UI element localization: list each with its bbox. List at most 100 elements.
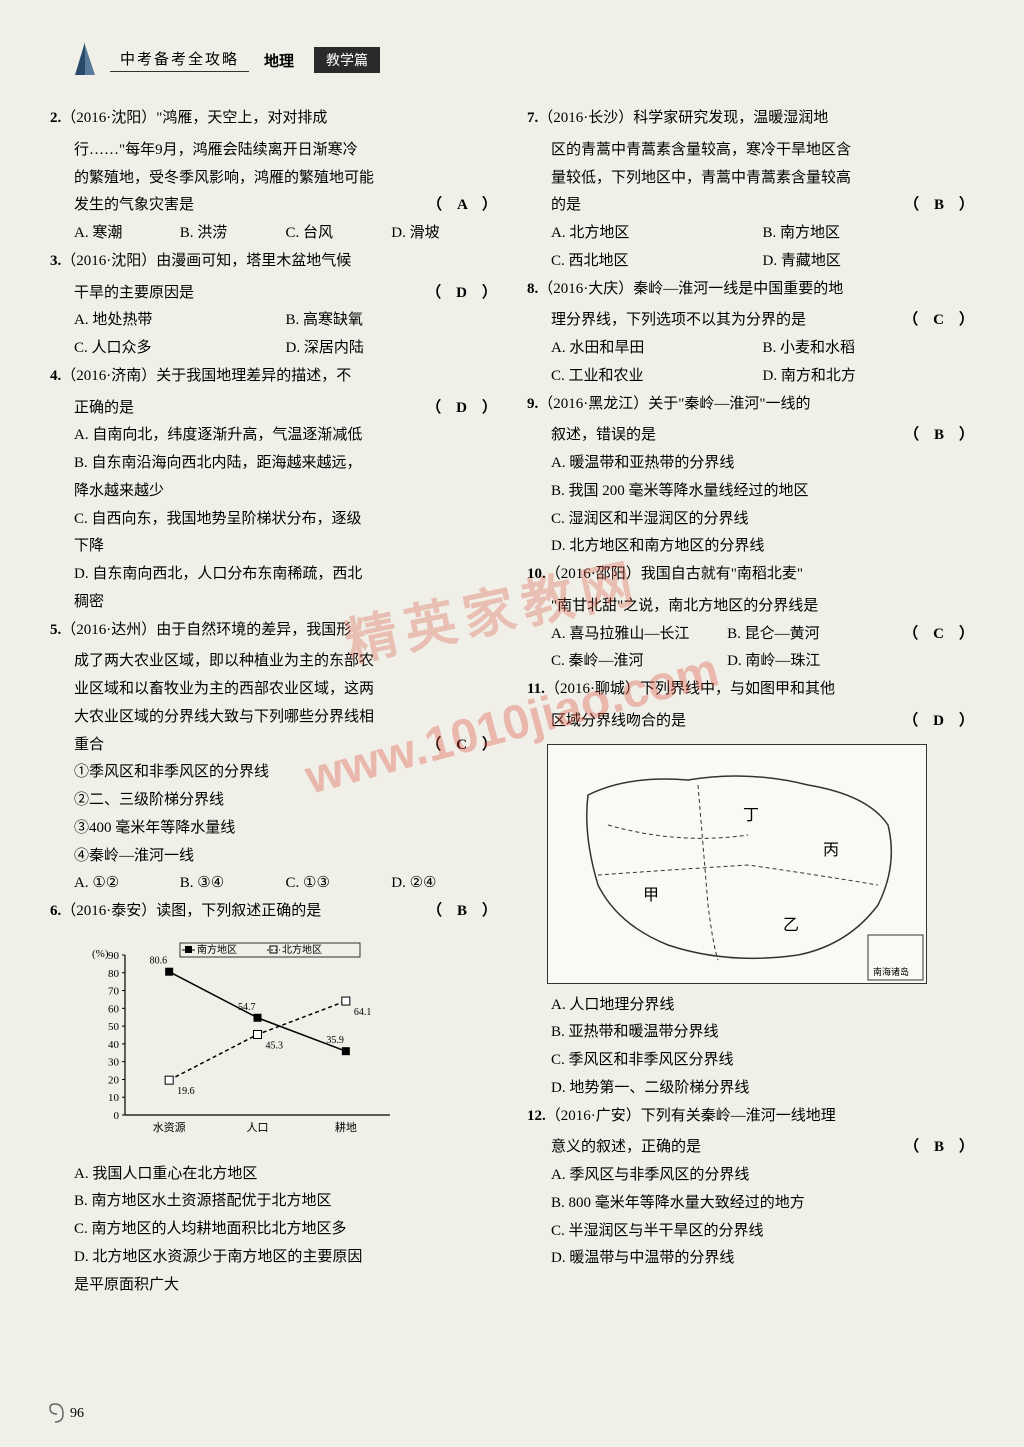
- china-map: 丁 丙 甲 乙 南海诸岛: [547, 744, 927, 984]
- q-text: 正确的是: [74, 400, 134, 416]
- q-text: 关于"秦岭—淮河"一线的: [648, 396, 810, 412]
- q-text: 干旱的主要原因是: [74, 285, 194, 301]
- question-12: 12.（2016·广安）下列有关秦岭—淮河一线地理: [527, 1103, 974, 1131]
- sub-option: ③400 毫米年等降水量线: [50, 815, 497, 843]
- option: A. 寒潮: [74, 220, 180, 248]
- q-text: 重合: [74, 737, 104, 753]
- option: A. 地处热带: [74, 307, 286, 335]
- sail-icon: [70, 40, 100, 80]
- q-cont: 理分界线，下列选项不以其为分界的是（ C ）: [527, 307, 974, 335]
- map-label: 甲: [643, 887, 659, 904]
- option: A. 北方地区: [551, 220, 763, 248]
- option: C. 自西向东，我国地势呈阶梯状分布，逐级: [50, 506, 497, 534]
- q-cont: 意义的叙述，正确的是 （ B ）: [527, 1134, 974, 1162]
- option: C. 南方地区的人均耕地面积比北方地区多: [50, 1216, 497, 1244]
- q-cont: 业区域和以畜牧业为主的西部农业区域，这两: [50, 676, 497, 704]
- q-number: 2.: [50, 110, 61, 126]
- svg-text:水资源: 水资源: [153, 1120, 186, 1134]
- q-source: （2016·泰安）: [61, 903, 156, 919]
- q-number: 3.: [50, 253, 61, 269]
- q-text: 读图，下列叙述正确的是: [156, 903, 321, 919]
- q-text: 关于我国地理差异的描述，不: [156, 368, 351, 384]
- option: B. 自东南沿海向西北内陆，距海越来越远，: [50, 450, 497, 478]
- svg-text:35.9: 35.9: [326, 1035, 344, 1046]
- option: A. 人口地理分界线: [527, 992, 974, 1020]
- svg-text:南方地区: 南方地区: [197, 943, 237, 956]
- q-text: 由于自然环境的差异，我国形: [156, 622, 351, 638]
- q-text: 发生的气象灾害是: [74, 197, 194, 213]
- option: D. 南岭—珠江: [727, 648, 903, 676]
- option: A. ①②: [74, 870, 180, 898]
- option: D. 深居内陆: [286, 335, 498, 363]
- svg-text:50: 50: [108, 1021, 120, 1033]
- question-9: 9.（2016·黑龙江）关于"秦岭—淮河"一线的: [527, 391, 974, 419]
- q-source: （2016·沈阳）: [61, 253, 156, 269]
- sub-option: ②二、三级阶梯分界线: [50, 787, 497, 815]
- sub-option: ①季风区和非季风区的分界线: [50, 759, 497, 787]
- option: A. 喜马拉雅山—长江: [551, 621, 727, 649]
- question-4: 4.（2016·济南）关于我国地理差异的描述，不: [50, 363, 497, 391]
- svg-text:64.1: 64.1: [354, 1007, 372, 1018]
- q-text: 意义的叙述，正确的是: [551, 1139, 701, 1155]
- header-subject: 地理: [264, 50, 294, 71]
- page-header: 中考备考全攻略 地理 教学篇: [50, 40, 974, 80]
- q-cont: 的繁殖地，受冬季风影响，鸿雁的繁殖地可能: [50, 165, 497, 193]
- q-cont: 正确的是 （ D ）: [50, 395, 497, 423]
- option: A. 暖温带和亚热带的分界线: [527, 450, 974, 478]
- q-number: 4.: [50, 368, 61, 384]
- svg-text:90: 90: [108, 950, 120, 962]
- option: C. 西北地区: [551, 248, 763, 276]
- svg-text:40: 40: [108, 1039, 120, 1051]
- answer: （ A ）: [427, 192, 497, 220]
- question-6: 6.（2016·泰安）读图，下列叙述正确的是（ B ）: [50, 898, 497, 926]
- svg-text:45.3: 45.3: [266, 1040, 284, 1051]
- option: A. 水田和旱田: [551, 335, 763, 363]
- q-text: 区域分界线吻合的是: [551, 713, 686, 729]
- q-source: （2016·邵阳）: [546, 566, 641, 582]
- answer: （ D ）: [426, 395, 497, 423]
- left-column: 2.（2016·沈阳）"鸿雁，天空上，对对排成 行……"每年9月，鸿雁会陆续离开…: [50, 105, 497, 1299]
- option: D. 南方和北方: [763, 363, 975, 391]
- line-chart: 0102030405060708090(%)水资源人口耕地南方地区北方地区80.…: [80, 940, 400, 1140]
- question-8: 8.（2016·大庆）秦岭—淮河一线是中国重要的地: [527, 276, 974, 304]
- svg-text:80: 80: [108, 968, 120, 980]
- svg-text:0: 0: [114, 1110, 120, 1122]
- q-text: 我国自古就有"南稻北麦": [641, 566, 803, 582]
- option: B. 高寒缺氧: [286, 307, 498, 335]
- answer: （ D ）: [903, 708, 974, 736]
- q-text: 下列界线中，与如图甲和其他: [640, 681, 835, 697]
- option: D. 北方地区和南方地区的分界线: [527, 533, 974, 561]
- option: B. 洪涝: [180, 220, 286, 248]
- map-label: 丁: [743, 807, 759, 824]
- q-number: 12.: [527, 1108, 546, 1124]
- option: B. 亚热带和暖温带分界线: [527, 1019, 974, 1047]
- content-area: 2.（2016·沈阳）"鸿雁，天空上，对对排成 行……"每年9月，鸿雁会陆续离开…: [50, 105, 974, 1299]
- map-label: 乙: [783, 917, 799, 934]
- q-number: 10.: [527, 566, 546, 582]
- option: C. 工业和农业: [551, 363, 763, 391]
- option: B. 我国 200 毫米等降水量线经过的地区: [527, 478, 974, 506]
- header-title: 中考备考全攻略: [110, 48, 249, 72]
- q-text: 的是: [551, 197, 581, 213]
- header-badge: 教学篇: [314, 47, 380, 73]
- question-2: 2.（2016·沈阳）"鸿雁，天空上，对对排成: [50, 105, 497, 133]
- question-7: 7.（2016·长沙）科学家研究发现，温暖湿润地: [527, 105, 974, 133]
- q-source: （2016·沈阳）: [61, 110, 156, 126]
- option: C. ①③: [286, 870, 392, 898]
- answer: （ B ）: [904, 1134, 974, 1162]
- options: A. 喜马拉雅山—长江 B. 昆仑—黄河 C. 秦岭—淮河 D. 南岭—珠江: [527, 621, 903, 677]
- q-number: 5.: [50, 622, 61, 638]
- options: A. 北方地区 B. 南方地区 C. 西北地区 D. 青藏地区: [527, 220, 974, 276]
- answer: （ C ）: [903, 621, 974, 649]
- option-cont: 是平原面积广大: [50, 1272, 497, 1300]
- svg-text:20: 20: [108, 1074, 120, 1086]
- svg-text:30: 30: [108, 1056, 120, 1068]
- question-3: 3.（2016·沈阳）由漫画可知，塔里木盆地气候: [50, 248, 497, 276]
- svg-text:19.6: 19.6: [177, 1086, 195, 1097]
- q-text: 理分界线，下列选项不以其为分界的是: [551, 312, 806, 328]
- option: C. 半湿润区与半干旱区的分界线: [527, 1218, 974, 1246]
- option: D. 北方地区水资源少于南方地区的主要原因: [50, 1244, 497, 1272]
- svg-text:北方地区: 北方地区: [282, 943, 322, 956]
- option: B. 南方地区: [763, 220, 975, 248]
- option: B. 800 毫米年等降水量大致经过的地方: [527, 1190, 974, 1218]
